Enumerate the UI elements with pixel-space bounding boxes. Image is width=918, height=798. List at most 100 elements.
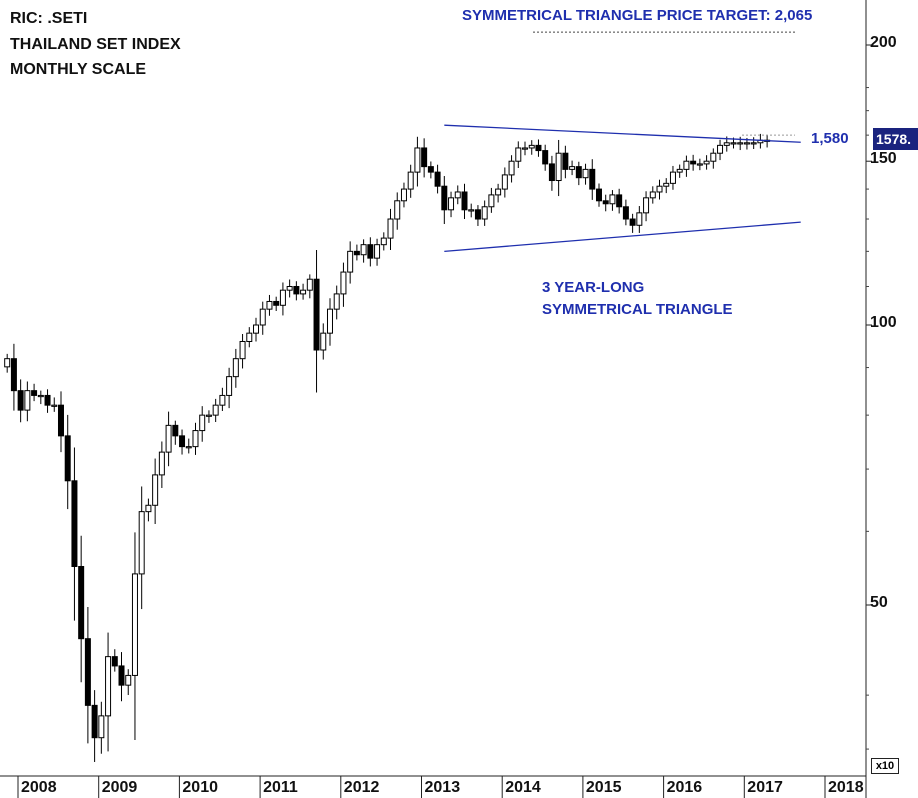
candle-up (555, 152, 562, 182)
candle-up (481, 206, 488, 220)
candle-down (690, 160, 697, 165)
x-tick-label: 2015 (585, 779, 622, 796)
candle-up (266, 300, 273, 310)
candle-up (676, 168, 683, 173)
resistance-level-label: 1,580 (811, 130, 849, 147)
candle-up (205, 414, 212, 417)
candle-down (461, 191, 468, 211)
chart-ric-label: RIC: .SETI (10, 10, 88, 27)
candle-up (300, 289, 307, 295)
candle-up (488, 194, 495, 208)
candle-up (51, 404, 58, 407)
trendline-support (444, 221, 801, 252)
x-tick-label: 2017 (747, 779, 783, 796)
candle-up (400, 188, 407, 202)
x-tick-label: 2008 (21, 779, 57, 796)
candle-up (138, 511, 145, 575)
candle-up (326, 308, 333, 334)
candle-up (253, 324, 260, 334)
candle-down (535, 144, 542, 152)
candle-up (528, 144, 535, 149)
candle-up (320, 332, 327, 351)
x-tick-label: 2018 (828, 779, 864, 796)
candle-up (723, 142, 730, 146)
candle-up (246, 332, 253, 342)
candle-up (387, 218, 394, 239)
candle-up (185, 446, 192, 449)
candle-up (374, 244, 381, 259)
candle-up (737, 142, 744, 145)
candle-up (468, 209, 475, 212)
price-target-annotation: SYMMETRICAL TRIANGLE PRICE TARGET: 2,065 (462, 7, 813, 24)
candle-down (91, 704, 98, 739)
candle-down (179, 435, 186, 448)
candle-up (495, 188, 502, 196)
y-tick-label: 200 (870, 34, 897, 51)
y-axis-ticks (866, 44, 872, 750)
y-tick-label: 50 (870, 594, 888, 611)
trendline-resistance (444, 124, 801, 143)
candle-down (172, 424, 179, 437)
candle-up (192, 430, 199, 448)
candle-up (743, 142, 750, 145)
candle-up (98, 715, 105, 739)
candle-up (501, 174, 508, 190)
candle-up (380, 237, 387, 246)
candle-down (10, 358, 17, 392)
candle-up (669, 171, 676, 184)
candle-up (286, 285, 293, 291)
candle-up (730, 142, 737, 145)
candle-up (219, 394, 226, 406)
candle-down (78, 565, 85, 640)
candle-up (414, 147, 421, 173)
candle-up (340, 271, 347, 295)
candle-up (609, 194, 616, 205)
triangle-trendlines (444, 31, 801, 252)
chart-index-name: THAILAND SET INDEX (10, 36, 181, 53)
candle-up (636, 212, 643, 226)
candle-up (656, 185, 663, 193)
x-tick-label: 2013 (424, 779, 461, 796)
candle-up (515, 147, 522, 162)
candle-down (434, 171, 441, 187)
candle-down (367, 244, 374, 259)
candle-up (448, 197, 455, 211)
candle-up (306, 278, 313, 291)
candle-up (750, 142, 757, 145)
candle-down (118, 665, 125, 686)
candle-up (347, 250, 354, 273)
candle-up (394, 200, 401, 220)
candle-up (649, 191, 656, 199)
candle-up (125, 674, 132, 686)
candle-down (548, 163, 555, 182)
candle-down (474, 209, 481, 220)
candle-up (152, 474, 159, 506)
candle-down (71, 480, 78, 567)
candle-up (232, 358, 239, 378)
candle-down (562, 152, 569, 170)
candle-up (105, 656, 112, 717)
candle-up (717, 144, 724, 154)
candle-down (31, 390, 38, 396)
candle-up (239, 340, 246, 360)
x-tick-label: 2010 (182, 779, 218, 796)
candle-up (582, 168, 589, 179)
candle-up (37, 394, 44, 398)
last-price-badge: 1578. (873, 128, 918, 150)
candle-up (360, 244, 367, 256)
candle-up (259, 308, 266, 326)
candle-up (212, 404, 219, 416)
candle-up (522, 147, 529, 150)
candle-up (24, 390, 31, 411)
candle-down (441, 185, 448, 211)
candle-up (710, 152, 717, 162)
candle-down (602, 200, 609, 205)
candle-up (703, 160, 710, 165)
candle-down (273, 300, 280, 306)
candle-up (165, 424, 172, 453)
candle-down (84, 638, 91, 706)
pattern-label-line2: SYMMETRICAL TRIANGLE (542, 301, 733, 318)
candle-down (575, 166, 582, 179)
candlestick-series (4, 133, 771, 762)
candle-down (64, 435, 71, 482)
